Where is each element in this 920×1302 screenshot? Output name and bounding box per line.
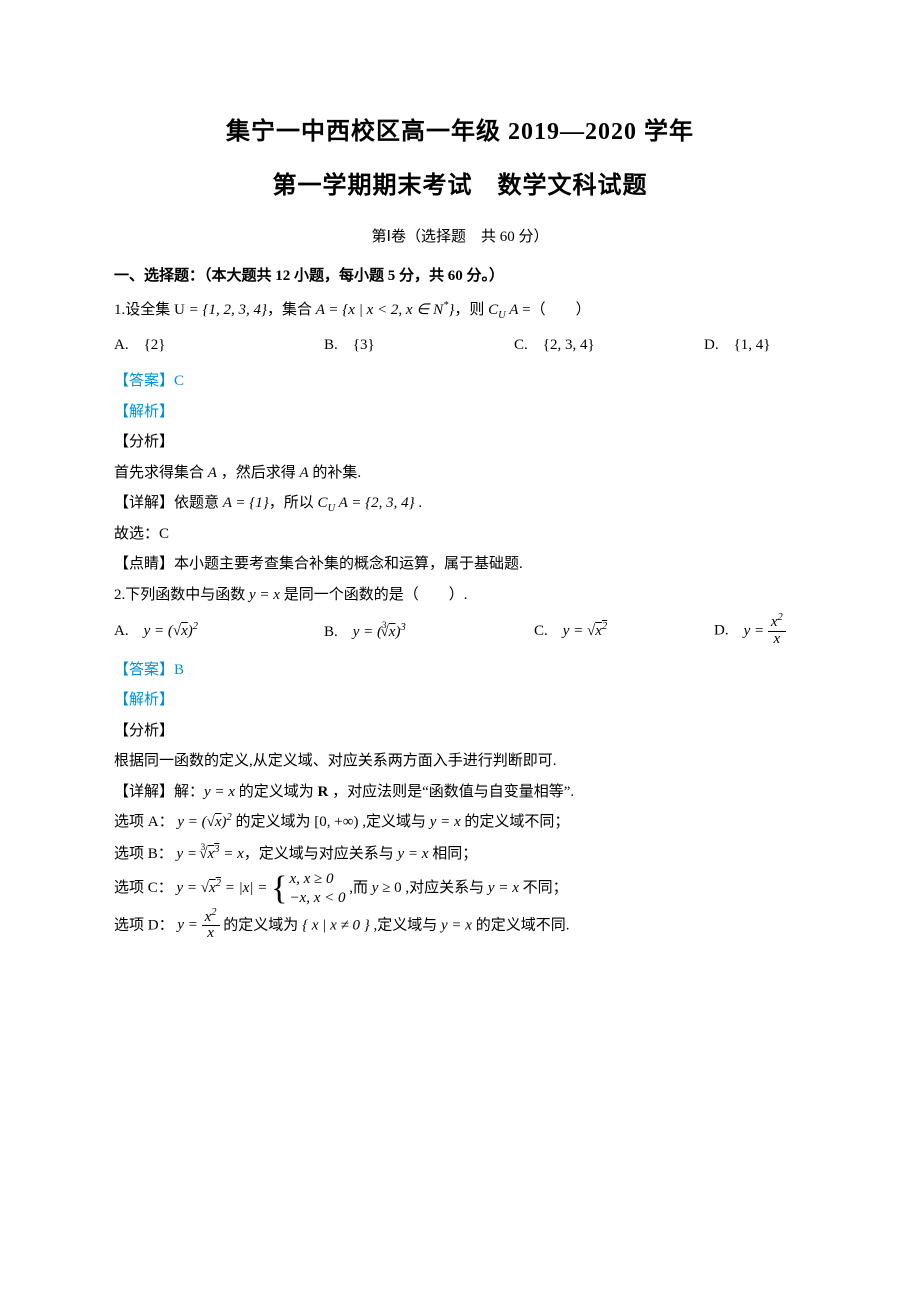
q1-xiexi: 【解析】 [114, 398, 806, 427]
q1-analysis: 首先求得集合 A ，然后求得 A 的补集. [114, 459, 806, 488]
q1-answer: 【答案】C [114, 367, 806, 396]
q2-optD-domain: 的定义域为 { x | x ≠ 0 } ,定义域与 [223, 917, 441, 933]
q2-detail: 【详解】解：y = x 的定义域为 R ，对应法则是“函数值与自变量相等”. [114, 778, 806, 807]
q1-detail: 【详解】依题意 A = {1}，所以 CU A = {2, 3, 4} . [114, 489, 806, 518]
q1-detail-CUA: CU A = {2, 3, 4} [318, 495, 415, 511]
q1-stem: 1.设全集 U = {1, 2, 3, 4}，集合 A = {x | x < 2… [114, 296, 806, 325]
q2-opt-A: A. y = (√x)2 [114, 617, 324, 646]
q2-B-label: B. [324, 624, 353, 640]
q2-optB-post: 相同； [428, 846, 477, 862]
q1-opt-C: C. {2, 3, 4} [514, 331, 704, 360]
q1-opt-D: D. {1, 4} [704, 331, 771, 360]
q2-optC-pre: 选项 C： [114, 880, 173, 896]
q2-detail-pre: 【详解】解： [114, 784, 204, 800]
q2-optC-line: 选项 C： y = √x2 = |x| = {x, x ≥ 0−x, x < 0… [114, 870, 806, 908]
title-sub: 第一学期期末考试 数学文科试题 [114, 164, 806, 210]
section-label: 第Ⅰ卷（选择题 共 60 分） [114, 223, 806, 252]
q2-detail-yx: y = x [204, 784, 235, 800]
q2-stem-post: 是同一个函数的是（ ）. [280, 587, 468, 603]
q2-optB-line: 选项 B： y = 3√x3 = x，定义域与对应关系与 y = x 相同； [114, 839, 806, 869]
q2-opt-C: C. y = √x2 [534, 617, 714, 646]
q2-D-label: D. [714, 623, 744, 639]
q2-optA-line: 选项 A： y = (√x)2 的定义域为 [0, +∞) ,定义域与 y = … [114, 808, 806, 837]
q2-stem: 2.下列函数中与函数 y = x 是同一个函数的是（ ）. [114, 581, 806, 610]
q2-yx: y = x [249, 587, 280, 603]
q2-A-label: A. [114, 623, 144, 639]
exam-page: 集宁一中西校区高一年级 2019—2020 学年 第一学期期末考试 数学文科试题… [0, 0, 920, 1004]
q2-optC-post: 不同； [519, 880, 568, 896]
q2-fenxi: 【分析】 [114, 717, 806, 746]
q1-detail-mid: ，所以 [269, 495, 318, 511]
q1-detail-A: A = {1} [223, 495, 269, 511]
q1-conclusion: 故选：C [114, 520, 806, 549]
q2-optB-eq: ，定义域与对应关系与 [244, 846, 398, 862]
q1-opt-A: A. {2} [114, 331, 324, 360]
q2-optD-line: 选项 D： y = x2x 的定义域为 { x | x ≠ 0 } ,定义域与 … [114, 910, 806, 943]
q1-stem-pre: 1.设全集 [114, 302, 174, 318]
q1-detail-pre: 【详解】依题意 [114, 495, 223, 511]
q1-fenxi: 【分析】 [114, 428, 806, 457]
q2-optC-mid: ,而 y ≥ 0 ,对应关系与 [349, 880, 488, 896]
q1-options: A. {2} B. {3} C. {2, 3, 4} D. {1, 4} [114, 331, 806, 360]
q1-detail-post: . [415, 495, 423, 511]
q1-A: A = {x | x < 2, x ∈ N*} [316, 302, 455, 318]
q2-optA-post: 的定义域不同； [461, 814, 570, 830]
q1-stem-mid2: ，则 [454, 302, 488, 318]
title-main: 集宁一中西校区高一年级 2019—2020 学年 [114, 110, 806, 156]
q2-options: A. y = (√x)2 B. y = (3√x)3 C. y = √x2 D.… [114, 615, 806, 648]
q2-optD-post: 的定义域不同. [472, 917, 570, 933]
q2-opt-D: D. y = x2x [714, 615, 786, 648]
q2-optA-pre: 选项 A： [114, 814, 174, 830]
q1-CUA: CU A [488, 302, 518, 318]
q1-stem-post: =（ ） [518, 302, 590, 318]
q2-C-label: C. [534, 623, 563, 639]
q2-analysis: 根据同一函数的定义,从定义域、对应关系两方面入手进行判断即可. [114, 747, 806, 776]
q2-optA-domain: 的定义域为 [0, +∞) ,定义域与 [236, 814, 430, 830]
q2-xiexi: 【解析】 [114, 686, 806, 715]
q2-opt-B: B. y = (3√x)3 [324, 617, 534, 647]
q2-answer: 【答案】B [114, 656, 806, 685]
q1-dianping: 【点睛】本小题主要考查集合补集的概念和运算，属于基础题. [114, 550, 806, 579]
q2-optB-pre: 选项 B： [114, 846, 173, 862]
section-heading-1: 一、选择题：（本大题共 12 小题，每小题 5 分，共 60 分。） [114, 262, 806, 291]
q2-stem-pre: 2.下列函数中与函数 [114, 587, 249, 603]
q2-optD-pre: 选项 D： [114, 917, 174, 933]
q1-U: U = {1, 2, 3, 4} [174, 302, 267, 318]
q1-opt-B: B. {3} [324, 331, 514, 360]
q1-stem-mid1: ，集合 [267, 302, 316, 318]
